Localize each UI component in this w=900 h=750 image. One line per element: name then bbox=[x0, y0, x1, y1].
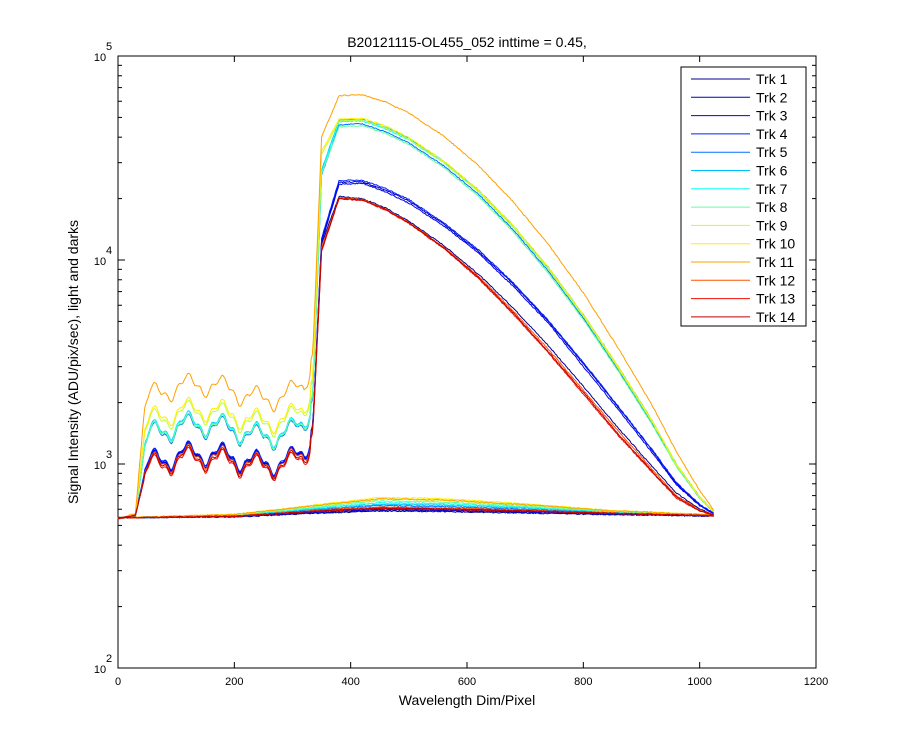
x-axis-label: Wavelength Dim/Pixel bbox=[399, 692, 535, 708]
series-trk-8-light-line bbox=[117, 125, 714, 520]
legend-label: Trk 13 bbox=[756, 291, 795, 307]
y-tick-label-exponent: 5 bbox=[106, 41, 112, 53]
series-trk-4-light-line bbox=[117, 179, 714, 520]
series-trk-11-dark-line bbox=[117, 497, 714, 519]
y-tick-label-exponent: 3 bbox=[106, 449, 112, 461]
legend-label: Trk 4 bbox=[756, 126, 788, 142]
legend: Trk 1 Trk 2 Trk 3 Trk 4 Trk 5 Trk 6 Trk 7 Trk 8… bbox=[680, 66, 807, 327]
y-tick-label-base: 10 bbox=[94, 460, 106, 472]
legend-label: Trk 5 bbox=[756, 144, 788, 160]
series-trk-3-light-line bbox=[117, 182, 714, 519]
legend-label: Trk 7 bbox=[756, 181, 788, 197]
y-tick-label-exponent: 2 bbox=[106, 653, 112, 665]
x-tick-label: 1200 bbox=[804, 676, 828, 688]
series-trk-11-light-line bbox=[117, 94, 715, 520]
x-tick-label: 200 bbox=[225, 676, 243, 688]
legend-label: Trk 11 bbox=[756, 254, 794, 270]
x-tick-label: 1000 bbox=[687, 676, 711, 688]
y-tick-label-base: 10 bbox=[94, 256, 106, 268]
legend-label: Trk 1 bbox=[756, 71, 788, 87]
legend-label: Trk 10 bbox=[756, 236, 795, 252]
series-trk-9-light-line bbox=[117, 119, 714, 520]
legend-label: Trk 9 bbox=[756, 217, 788, 233]
legend-label: Trk 14 bbox=[756, 309, 795, 325]
legend-label: Trk 2 bbox=[756, 89, 788, 105]
series-layer bbox=[117, 94, 715, 520]
legend-label: Trk 8 bbox=[756, 199, 788, 215]
x-tick-label: 600 bbox=[458, 676, 476, 688]
y-axis-label: Signal Intensity (ADU/pix/sec), light an… bbox=[65, 220, 81, 504]
series-trk-10-light-line bbox=[117, 117, 715, 519]
chart-title: B20121115-OL455_052 inttime = 0.45, bbox=[347, 34, 587, 50]
series-trk-14-light-line bbox=[117, 197, 714, 520]
legend-label: Trk 3 bbox=[756, 108, 788, 124]
legend-box bbox=[680, 66, 807, 327]
series-trk-14-dark-line bbox=[117, 507, 714, 519]
x-tick-label: 800 bbox=[574, 676, 592, 688]
y-tick-label-exponent: 4 bbox=[106, 245, 112, 257]
legend-label: Trk 12 bbox=[756, 272, 795, 288]
y-tick-label-base: 10 bbox=[94, 664, 106, 676]
y-tick-label-base: 10 bbox=[94, 52, 106, 64]
legend-label: Trk 6 bbox=[756, 163, 788, 179]
x-tick-label: 400 bbox=[341, 676, 359, 688]
legend-items: Trk 1 Trk 2 Trk 3 Trk 4 Trk 5 Trk 6 Trk 7 Trk 8… bbox=[691, 71, 795, 325]
x-axis-ticks: 0 200 400 600 800 1000 1200 bbox=[115, 56, 828, 688]
x-tick-label: 0 bbox=[115, 676, 121, 688]
